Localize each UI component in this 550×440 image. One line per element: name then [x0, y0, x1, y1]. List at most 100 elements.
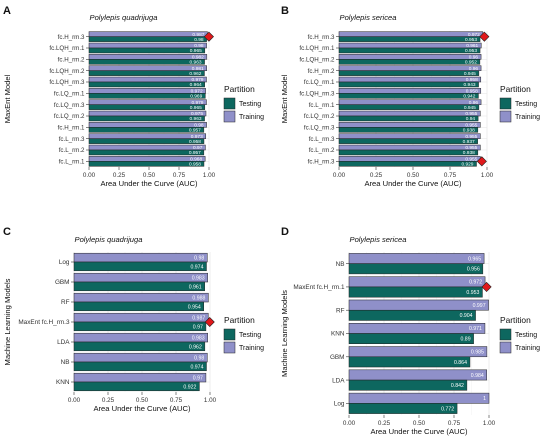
tick-label-y: fc.LQ_rm.1: [304, 79, 335, 86]
tick-label-y: RF: [336, 307, 345, 314]
tick-label-y: fc.LQH_rm.3: [49, 79, 85, 86]
legend: Partition Testing Training: [223, 315, 264, 354]
data-label-testing: 0.937: [463, 139, 475, 145]
tick-label-x: 0.75: [448, 420, 461, 427]
data-label-testing: 0.953: [465, 37, 477, 43]
data-label-training: 0.981: [192, 66, 204, 72]
bar-training: [338, 144, 481, 151]
tick-label-y: RF: [61, 299, 70, 306]
tick-label-x: 0.75: [173, 172, 186, 179]
bar-testing: [348, 379, 468, 391]
bar-training: [348, 346, 488, 358]
bar-testing: [338, 149, 479, 156]
chart-title: Polylepis quadrijuga: [75, 235, 143, 244]
tick-label-y: fc.LQ_rm.2: [304, 113, 335, 120]
data-label-training: 0.98: [194, 123, 204, 129]
y-axis-label: Machine Learning Models: [280, 290, 289, 377]
legend-label-training: Training: [239, 114, 264, 121]
legend-swatch-training: [223, 341, 236, 354]
bar-training: [73, 372, 207, 383]
bar-training: [73, 332, 208, 343]
legend: Partition Testing Training: [499, 84, 540, 123]
tick-label-y: fc.H_rm.2: [308, 68, 335, 75]
tick-label-y: fc.LQH_rm.2: [49, 68, 85, 75]
bar-training: [88, 110, 207, 117]
bar-training: [348, 276, 486, 288]
data-label-training: 0.96: [469, 55, 479, 61]
tick-label-y: fc.LQ_rm.2: [54, 113, 85, 120]
best-model-marker: [203, 31, 214, 42]
tick-label-y: fc.LQ_rm.3: [54, 102, 85, 109]
tick-label-y: LDA: [332, 377, 345, 384]
tick-label-x: 0.50: [407, 172, 420, 179]
data-label-training: 0.979: [191, 77, 203, 83]
y-axis-label: MaxEnt Model: [3, 74, 12, 123]
tick-label-y: fc.L_rm.3: [309, 136, 335, 143]
data-label-testing: 0.965: [190, 105, 202, 111]
legend-label-testing: Testing: [239, 101, 261, 108]
bar-training: [338, 133, 481, 139]
bar-training: [88, 65, 207, 71]
tick-label-x: 1.00: [204, 397, 217, 404]
legend-swatch-testing: [223, 328, 236, 341]
bar-testing: [338, 127, 479, 133]
data-label-training: 0.961: [466, 43, 478, 49]
tick-label-y: fc.H_rm.1: [58, 125, 85, 132]
tick-label-y: fc.L_rm.3: [59, 136, 85, 143]
data-label-training: 0.968: [190, 157, 202, 163]
legend: Partition Testing Training: [499, 315, 540, 354]
bar-testing: [338, 70, 480, 76]
data-label-training: 0.955: [465, 134, 477, 140]
data-label-testing: 0.97: [193, 324, 203, 330]
data-label-training: 0.987: [192, 315, 205, 321]
legend-label-testing: Testing: [239, 332, 261, 339]
tick-label-x: 0.25: [102, 397, 115, 404]
bar-training: [338, 99, 482, 105]
data-label-testing: 0.965: [190, 48, 202, 54]
tick-label-y: LDA: [57, 339, 70, 346]
data-label-testing: 0.943: [464, 82, 476, 88]
data-label-testing: 0.974: [190, 364, 203, 370]
data-label-testing: 0.953: [466, 290, 479, 296]
data-label-training: 0.955: [465, 145, 477, 151]
legend-label-training: Training: [239, 345, 264, 352]
data-label-testing: 0.945: [464, 71, 476, 77]
bar-training: [338, 31, 484, 37]
bar-training: [88, 76, 207, 83]
bar-testing: [348, 403, 458, 414]
tick-label-y: fc.LQH_rm.2: [299, 57, 335, 64]
tick-label-x: 1.00: [203, 172, 216, 179]
data-label-training: 0.958: [466, 89, 478, 95]
data-label-training: 0.979: [191, 100, 203, 106]
data-label-testing: 0.969: [190, 94, 202, 100]
data-label-testing: 0.961: [189, 284, 202, 290]
tick-label-x: 0.25: [113, 172, 126, 179]
data-label-testing: 0.963: [190, 60, 202, 66]
tick-label-y: GBM: [55, 279, 70, 286]
data-label-training: 1: [483, 396, 486, 402]
panel-letter: A: [3, 5, 11, 17]
data-label-training: 0.98: [194, 43, 204, 49]
data-label-testing: 0.938: [463, 150, 475, 156]
legend-label-training: Training: [515, 114, 540, 121]
bar-testing: [348, 263, 484, 275]
data-label-training: 0.965: [468, 256, 481, 262]
bar-training: [88, 42, 207, 49]
data-label-training: 0.982: [192, 55, 204, 61]
tick-label-y: NB: [336, 261, 345, 268]
tick-label-y: GBM: [330, 354, 345, 361]
bar-testing: [348, 356, 471, 368]
legend-label-training: Training: [515, 345, 540, 352]
tick-label-y: fc.LQH_rm.1: [299, 45, 335, 52]
data-label-training: 0.955: [465, 157, 477, 163]
data-label-testing: 0.952: [465, 60, 477, 66]
tick-label-x: 0.00: [68, 397, 81, 404]
tick-label-y: fc.H_rm.3: [308, 159, 335, 166]
panel-letter: D: [281, 226, 289, 238]
data-label-testing: 0.864: [454, 360, 467, 366]
data-label-testing: 0.962: [189, 344, 202, 350]
data-label-testing: 0.98: [194, 37, 204, 43]
tick-label-y: KNN: [56, 379, 70, 386]
bar-testing: [338, 81, 479, 88]
legend-label-testing: Testing: [515, 101, 537, 108]
